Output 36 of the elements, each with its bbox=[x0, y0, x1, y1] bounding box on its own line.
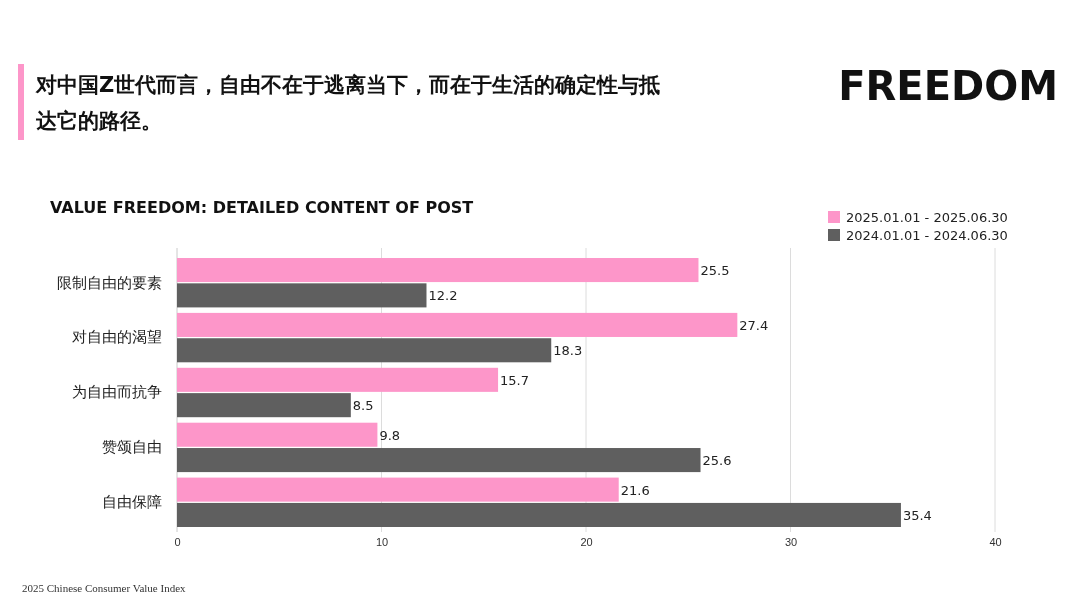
legend-label: 2024.01.01 - 2024.06.30 bbox=[846, 228, 1008, 243]
chart-title: 对中国Z世代而言，自由不在于逃离当下，而在于生活的确定性与抵达它的路径。 bbox=[35, 73, 661, 133]
text: FREEDOM bbox=[838, 63, 1058, 109]
bar bbox=[177, 367, 499, 392]
bar bbox=[177, 477, 619, 502]
data-label: 15.7 bbox=[500, 372, 530, 388]
bar bbox=[177, 312, 738, 337]
data-label: 8.5 bbox=[352, 398, 374, 414]
text: 2025 Chinese Consumer Value Index bbox=[22, 582, 187, 594]
x-tick-label: 30 bbox=[784, 535, 798, 548]
legend-label: 2025.01.01 - 2025.06.30 bbox=[846, 210, 1008, 225]
bar bbox=[177, 338, 552, 363]
data-label: 21.6 bbox=[620, 482, 650, 498]
x-tick-label: 20 bbox=[580, 535, 593, 548]
y-tick-label: 为自由而抗争 bbox=[72, 383, 162, 401]
data-label: 9.8 bbox=[379, 427, 401, 443]
bar bbox=[177, 502, 901, 527]
bar bbox=[177, 448, 701, 473]
data-label: 18.3 bbox=[553, 343, 583, 359]
bar bbox=[177, 283, 427, 308]
y-tick-label: 自由保障 bbox=[102, 493, 162, 511]
y-tick-label: 限制自由的要素 bbox=[57, 273, 162, 291]
data-label: 35.4 bbox=[902, 507, 932, 523]
data-label: 12.2 bbox=[428, 288, 458, 304]
data-label: 27.4 bbox=[739, 317, 769, 333]
data-label: 25.5 bbox=[700, 263, 730, 279]
y-tick-label: 赞颂自由 bbox=[102, 438, 162, 456]
y-tick-label: 对自由的渴望 bbox=[72, 328, 162, 346]
chart-subtitle: VALUE FREEDOM: DETAILED CONTENT OF POST bbox=[50, 198, 474, 217]
data-label: 25.6 bbox=[702, 453, 732, 469]
bar bbox=[177, 258, 699, 283]
x-tick-label: 10 bbox=[375, 535, 389, 548]
bar bbox=[177, 422, 378, 447]
x-tick-label: 0 bbox=[174, 535, 181, 548]
x-tick-label: 40 bbox=[989, 535, 1002, 548]
bar bbox=[177, 393, 351, 418]
